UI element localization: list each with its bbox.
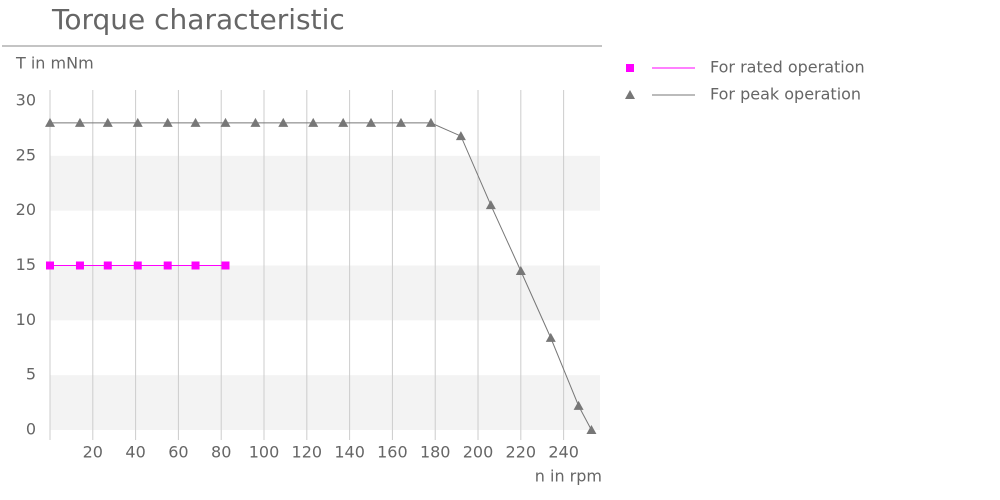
data-point	[338, 117, 349, 127]
data-point	[366, 117, 377, 127]
x-tick-label: 200	[463, 443, 494, 462]
y-tick-label: 30	[16, 91, 36, 110]
x-tick-label: 40	[125, 443, 145, 462]
x-tick-label: 60	[168, 443, 188, 462]
x-tick-label: 120	[292, 443, 323, 462]
data-point	[250, 117, 261, 127]
data-point	[102, 117, 113, 127]
y-tick-label: 10	[16, 310, 36, 329]
chart-title: Torque characteristic	[51, 3, 345, 36]
x-tick-label: 20	[83, 443, 103, 462]
x-tick-label: 160	[377, 443, 408, 462]
x-tick-label: 220	[506, 443, 537, 462]
legend-label: For peak operation	[710, 85, 861, 104]
data-point	[278, 117, 289, 127]
x-tick-label: 140	[334, 443, 365, 462]
data-point	[573, 400, 584, 410]
data-point	[191, 261, 200, 270]
y-tick-label: 0	[26, 420, 36, 439]
x-tick-label: 240	[548, 443, 579, 462]
data-point	[132, 117, 143, 127]
data-point	[133, 261, 142, 270]
data-point	[221, 261, 230, 270]
data-point	[515, 265, 526, 275]
grid-band	[50, 155, 600, 211]
y-axis-label: T in mNm	[15, 54, 94, 73]
x-tick-label: 180	[420, 443, 451, 462]
data-point	[75, 261, 84, 270]
x-axis-label: n in rpm	[535, 467, 602, 486]
data-point	[545, 332, 556, 342]
data-point	[586, 425, 597, 434]
x-tick-label: 80	[211, 443, 231, 462]
data-point	[45, 117, 55, 127]
data-point	[163, 261, 172, 270]
data-point	[485, 200, 496, 210]
legend-label: For rated operation	[710, 58, 865, 77]
grid-band	[50, 375, 600, 430]
y-tick-label: 15	[16, 255, 36, 274]
legend-marker	[626, 64, 634, 72]
y-tick-label: 25	[16, 145, 36, 164]
data-point	[425, 117, 436, 127]
data-point	[162, 117, 173, 127]
data-point	[74, 117, 85, 127]
legend-marker	[625, 90, 635, 99]
data-point	[190, 117, 201, 127]
y-tick-label: 5	[26, 365, 36, 384]
data-point	[455, 131, 466, 141]
data-point	[103, 261, 112, 270]
y-tick-label: 20	[16, 200, 36, 219]
data-point	[220, 117, 231, 127]
x-tick-label: 100	[249, 443, 280, 462]
data-point	[308, 117, 319, 127]
grid-band	[50, 265, 600, 321]
data-point	[46, 261, 54, 270]
series-line	[50, 122, 592, 431]
data-point	[395, 117, 406, 127]
